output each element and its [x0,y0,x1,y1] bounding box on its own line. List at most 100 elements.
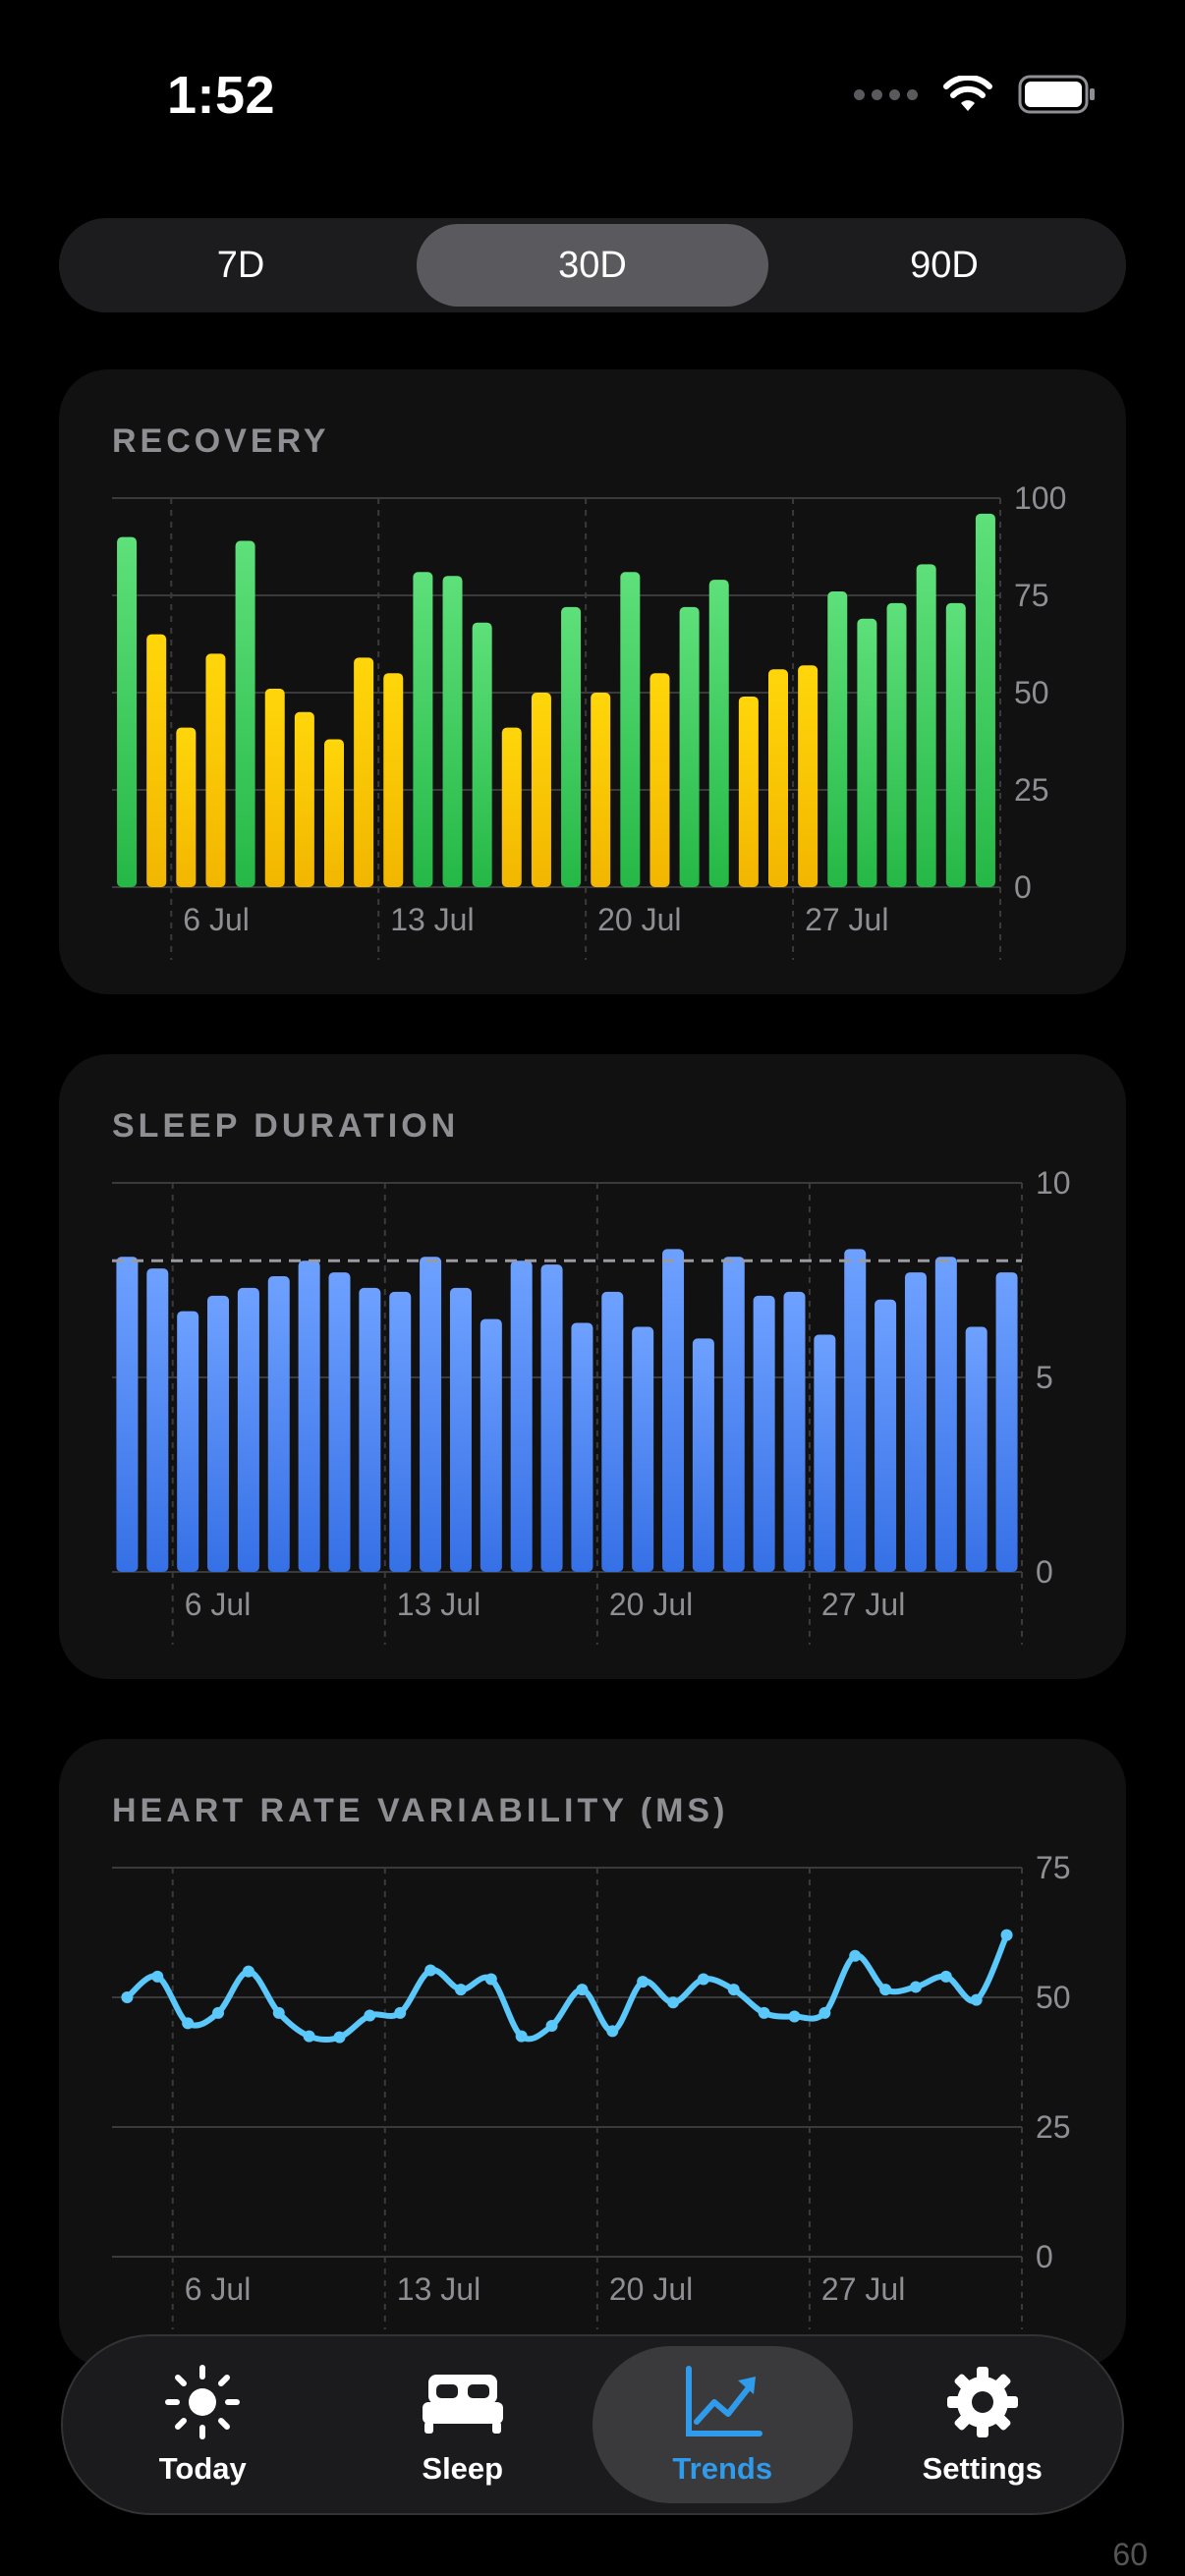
sleep-bar [237,1287,259,1572]
hrv-point [637,1976,649,1988]
range-90d-button[interactable]: 90D [910,244,979,286]
sleep-bar [267,1276,290,1572]
hrv-point [1000,1929,1013,1941]
range-7d-button[interactable]: 7D [216,244,265,286]
recovery-bar [146,634,167,887]
sleep-duration-title: SLEEP DURATION [112,1107,460,1145]
sleep-bar [844,1249,867,1572]
tab-sleep[interactable]: Sleep [333,2346,593,2503]
sleep-bar [753,1295,775,1572]
recovery-y-tick-label: 75 [1014,578,1049,613]
sleep-bar [995,1272,1018,1572]
sleep-bar [298,1260,320,1572]
recovery-title: RECOVERY [112,422,330,460]
range-30d-button[interactable]: 30D [417,224,768,307]
hrv-x-tick-label: 6 Jul [185,2271,252,2307]
gear-icon [946,2367,1018,2437]
sleep-bar [449,1287,472,1572]
hrv-point [454,1984,467,1996]
hrv-point [424,1964,437,1977]
sleep-bar [510,1260,533,1572]
sleep-x-tick-label: 20 Jul [609,1587,693,1622]
hrv-point [939,1970,952,1983]
sleep-bar-chart: 10 5 0 6 Jul 13 Jul 20 Jul 27 Jul [112,1165,1071,1645]
recovery-bar [798,665,818,887]
status-icons [854,75,1097,114]
range-segmented-control: 7D 30D 90D [59,218,1126,312]
hrv-point [849,1949,862,1962]
hrv-point [606,2025,619,2038]
hrv-y-tick-label: 75 [1036,1850,1071,1885]
recovery-bar [531,693,551,887]
hrv-card[interactable]: HEART RATE VARIABILITY (MS) 75 50 25 0 6 Jul… [59,1739,1126,2368]
tab-trends[interactable]: Trends [592,2346,853,2503]
sleep-bar [875,1299,897,1572]
sleep-bar [146,1268,169,1572]
sleep-x-tick-label: 13 Jul [397,1587,480,1622]
sleep-bar [662,1249,685,1572]
sleep-bar [177,1311,199,1572]
hrv-point [667,1996,680,2009]
hrv-point [394,2006,407,2019]
recovery-x-tick-label: 27 Jul [805,902,888,937]
sleep-bar [692,1338,714,1572]
hrv-x-tick-label: 27 Jul [821,2271,905,2307]
hrv-point [727,1984,740,1996]
hrv-point [758,2006,770,2019]
hrv-point [576,1984,589,1996]
sleep-bar [601,1291,624,1572]
hrv-y-tick-label: 25 [1036,2109,1071,2145]
wifi-icon [943,76,992,111]
hrv-series-line [125,1933,1010,2043]
recovery-bar [354,657,374,887]
hrv-point [970,1993,983,2006]
recovery-bar [324,739,344,887]
cellular-signal-icon [854,88,918,100]
hrv-point [879,1984,892,1996]
recovery-bar [620,572,641,887]
sleep-bar [420,1257,442,1572]
hrv-point [303,2030,315,2043]
chart-line-icon [686,2366,763,2436]
recovery-bar [294,711,314,887]
tab-settings[interactable]: Settings [853,2346,1113,2503]
recovery-bar [768,669,788,887]
recovery-bar [176,727,197,887]
tab-today[interactable]: Today [73,2346,333,2503]
tab-sleep-label: Sleep [422,2451,504,2486]
sleep-y-tick-label: 5 [1036,1360,1053,1395]
recovery-bar [501,727,522,887]
recovery-y-tick-label: 25 [1014,772,1049,808]
bed-icon [422,2375,503,2434]
recovery-bar [738,696,759,887]
recovery-bar [235,540,255,887]
sleep-bar [207,1295,230,1572]
sleep-duration-card[interactable]: SLEEP DURATION 10 5 0 6 Jul 13 Jul 20 Jul 27 J… [59,1054,1126,1679]
sleep-bar [359,1287,381,1572]
sleep-bar [814,1334,836,1572]
recovery-bar [857,618,877,887]
hrv-point [182,2017,195,2030]
recovery-bar [413,572,433,887]
sleep-bar [904,1272,927,1572]
next-card-axis-label: 60 [1112,2537,1148,2572]
sleep-x-tick-label: 27 Jul [821,1587,905,1622]
recovery-y-tick-label: 50 [1014,675,1049,710]
recovery-bar [472,622,492,887]
hrv-y-tick-label: 50 [1036,1980,1071,2015]
recovery-bar [916,564,936,887]
hrv-point [818,2006,831,2019]
recovery-y-tick-label: 100 [1014,480,1066,516]
recovery-card[interactable]: RECOVERY 100 75 50 25 0 6 Jul 13 Jul 20 Jul 27 J… [59,369,1126,994]
tab-settings-label: Settings [922,2451,1043,2486]
sun-icon [165,2365,241,2439]
recovery-bar-chart: 100 75 50 25 0 6 Jul 13 Jul 20 Jul 27 Jul [112,480,1066,960]
hrv-point [151,1970,164,1983]
recovery-bar [117,536,138,887]
recovery-bar [886,602,907,887]
recovery-bar [649,673,670,887]
sleep-bar [783,1291,806,1572]
sleep-bar [389,1291,412,1572]
tab-today-label: Today [158,2451,247,2486]
sleep-bar [934,1257,957,1572]
